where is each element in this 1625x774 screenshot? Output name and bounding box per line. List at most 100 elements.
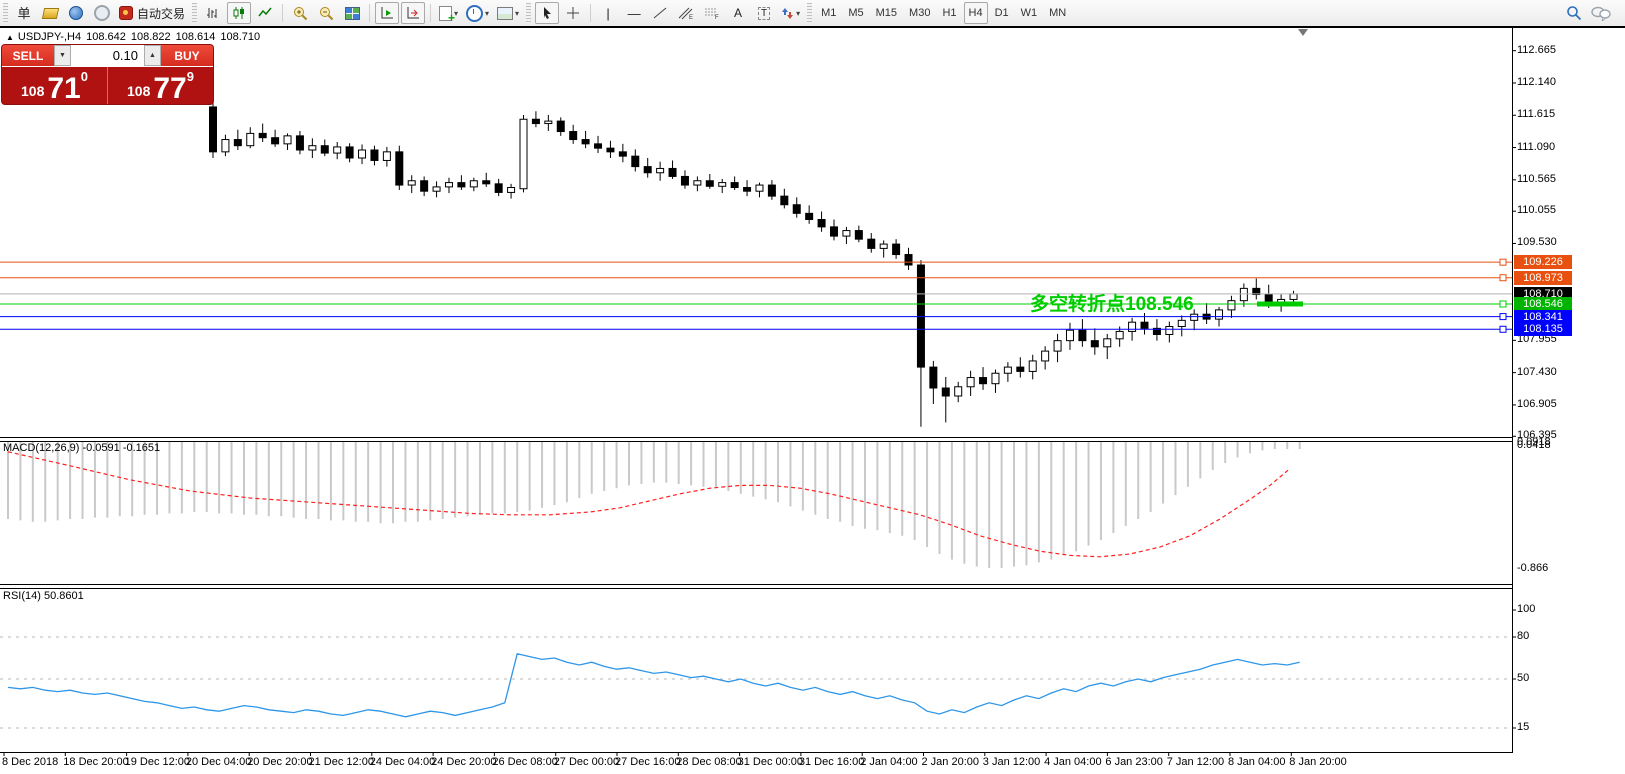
chat-icon	[1591, 6, 1611, 21]
line-chart-button[interactable]	[253, 2, 277, 24]
periods-clock-icon	[466, 4, 484, 22]
timeframe-button-D1[interactable]: D1	[994, 7, 1009, 19]
buy-price-figure: 108	[127, 83, 151, 99]
one-click-trading-panel: SELL ▼ ▲ BUY 108 71 0 108 77 9	[2, 45, 213, 104]
date-tick-label: 31 Dec 00:00	[737, 756, 804, 768]
date-tick-label: 3 Jan 12:00	[982, 756, 1041, 768]
date-tick-label: 7 Jan 12:00	[1166, 756, 1225, 768]
toolbar-drag-handle[interactable]	[3, 3, 8, 23]
date-tick-label: 31 Dec 16:00	[798, 756, 865, 768]
collapse-arrow-icon[interactable]: ▲	[6, 33, 14, 42]
cursor-button[interactable]	[535, 2, 560, 24]
timeframe-button-MN[interactable]: MN	[1049, 7, 1067, 19]
chevron-down-icon: ▾	[515, 8, 520, 18]
volume-decrease-button[interactable]: ▼	[54, 45, 71, 66]
indicators-button[interactable]: ▾	[436, 2, 461, 25]
price-line-label: 109.226	[1514, 255, 1572, 270]
date-tick-label: 27 Dec 00:00	[553, 756, 620, 768]
date-tick-label: 8 Jan 04:00	[1228, 756, 1286, 768]
date-tick-label: 8 Dec 2018	[2, 756, 59, 768]
channel-button[interactable]: E	[674, 2, 698, 24]
macd-pane-splitter[interactable]	[0, 437, 1512, 442]
community-button[interactable]	[64, 2, 88, 24]
buy-button[interactable]: BUY	[161, 45, 213, 67]
periods-button[interactable]: ▾	[463, 2, 492, 24]
candlestick-chart-button[interactable]	[227, 2, 252, 24]
zoom-in-button[interactable]	[288, 2, 312, 24]
tile-windows-button[interactable]	[340, 2, 364, 24]
cursor-icon	[543, 7, 551, 19]
text-icon: A	[734, 6, 743, 20]
autotrading-label: 自动交易	[137, 6, 186, 21]
fibonacci-button[interactable]: F	[700, 2, 724, 24]
rsi-axis-label: 100	[1517, 603, 1536, 615]
arrows-icon	[782, 7, 794, 19]
zoom-out-button[interactable]	[314, 2, 338, 24]
toolbar-drag-handle[interactable]	[807, 3, 813, 23]
timeframe-button-H1[interactable]: H1	[942, 7, 957, 19]
symbol-info: ▲ USDJPY-,H4 108.642 108.822 108.614 108.710	[6, 31, 265, 43]
timeframe-button-M5[interactable]: M5	[848, 7, 864, 19]
timeframe-button-M1[interactable]: M1	[821, 7, 837, 19]
fibonacci-icon: F	[705, 8, 719, 20]
date-tick-label: 2 Jan 04:00	[860, 756, 918, 768]
crosshair-button[interactable]	[561, 2, 585, 24]
chart-shift-marker[interactable]	[1298, 29, 1308, 36]
trendline-button[interactable]	[648, 2, 672, 24]
chevron-down-icon: ▾	[454, 8, 459, 18]
auto-scroll-button[interactable]	[375, 2, 400, 24]
new-order-button[interactable]: 单	[12, 2, 36, 24]
arrows-button[interactable]: ▾	[778, 2, 803, 24]
volume-input[interactable]	[71, 45, 144, 66]
chat-button[interactable]	[1588, 2, 1614, 24]
autotrading-button[interactable]: 自动交易	[116, 2, 188, 24]
price-line-label: 108.341	[1514, 309, 1572, 324]
date-tick-label: 27 Dec 16:00	[615, 756, 681, 768]
chart-shift-button[interactable]	[401, 2, 426, 24]
toolbar-drag-handle[interactable]	[192, 3, 198, 23]
auto-scroll-icon	[381, 7, 393, 19]
trendline-icon	[653, 7, 667, 19]
date-tick-label: 20 Dec 04:00	[185, 756, 252, 768]
timeframe-button-W1[interactable]: W1	[1020, 7, 1038, 19]
text-label-button[interactable]: T	[752, 2, 776, 24]
date-tick-label: 2 Jan 20:00	[921, 756, 980, 768]
rsi-pane-splitter[interactable]	[0, 584, 1512, 589]
buy-price-button[interactable]: 108 77 9	[108, 67, 213, 104]
price-tick-label: 107.430	[1517, 365, 1557, 378]
date-tick-label: 4 Jan 04:00	[1044, 756, 1102, 768]
autotrading-icon	[119, 6, 133, 20]
date-tick-label: 24 Dec 04:00	[369, 756, 436, 768]
community-icon	[69, 6, 83, 20]
sell-price-figure: 108	[21, 83, 45, 99]
horizontal-line-icon: —	[627, 5, 641, 21]
text-button[interactable]: A	[726, 2, 750, 24]
horizontal-line-button[interactable]: —	[622, 2, 646, 24]
price-tick-label: 112.665	[1517, 43, 1556, 56]
date-tick-label: 24 Dec 20:00	[431, 756, 497, 768]
macd-axis-label: -0.866	[1517, 562, 1549, 574]
templates-button[interactable]: ▾	[494, 2, 522, 24]
vertical-line-icon: |	[606, 5, 610, 21]
price-tick-label: 106.905	[1517, 397, 1557, 410]
timeframe-button-M15[interactable]: M15	[875, 7, 898, 19]
channel-icon: E	[678, 7, 693, 20]
date-tick-label: 8 Jan 20:00	[1289, 756, 1347, 768]
volume-increase-button[interactable]: ▲	[144, 45, 161, 66]
main-toolbar: 单 自动交易	[0, 0, 1625, 28]
toolbar-drag-handle[interactable]	[526, 3, 532, 23]
signals-button[interactable]	[90, 2, 114, 24]
vertical-line-button[interactable]: |	[596, 2, 620, 24]
sell-price-button[interactable]: 108 71 0	[2, 67, 108, 104]
bar-chart-button[interactable]	[201, 2, 225, 24]
timeframe-button-H4[interactable]: H4	[963, 2, 988, 24]
svg-text:F: F	[715, 15, 719, 20]
price-tick-label: 109.530	[1517, 236, 1557, 249]
sell-button[interactable]: SELL	[2, 45, 54, 67]
sell-price-point: 0	[80, 69, 88, 84]
timeframe-button-M30[interactable]: M30	[909, 7, 931, 19]
svg-text:E: E	[689, 15, 693, 20]
price-tick-label: 111.090	[1517, 140, 1556, 153]
search-button[interactable]	[1562, 2, 1586, 24]
